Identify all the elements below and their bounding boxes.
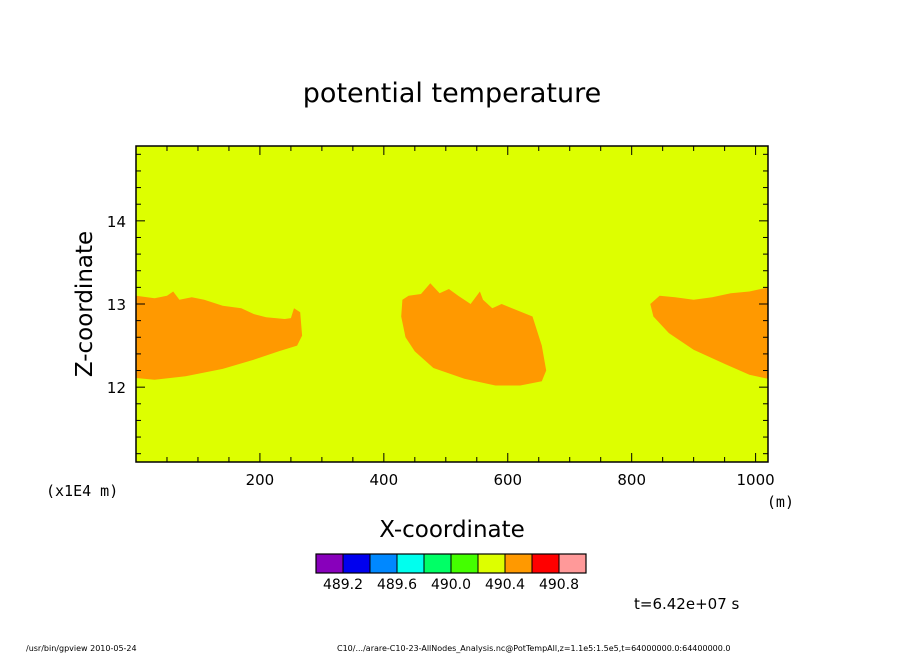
colorbar-label-490.0: 490.0 xyxy=(431,577,471,593)
x-tick-label-800: 800 xyxy=(617,471,646,489)
colorbar-label-490.4: 490.4 xyxy=(485,577,525,593)
colorbar-frame xyxy=(315,553,587,574)
colorbar-label-489.2: 489.2 xyxy=(323,577,363,593)
contour-region-1 xyxy=(136,291,303,380)
colorbar-swatch-7 xyxy=(477,553,506,574)
colorbar-swatch-9 xyxy=(531,553,560,574)
y-axis-unit: (x1E4 m) xyxy=(46,482,118,500)
x-axis-unit: (m) xyxy=(767,493,794,511)
x-tick-label-400: 400 xyxy=(370,471,399,489)
contour-region-3 xyxy=(650,287,768,379)
colorbar: 489.2 489.6 490.0 490.4 490.8 xyxy=(315,553,587,593)
x-axis-title: X-coordinate xyxy=(379,517,525,543)
colorbar-swatch-1 xyxy=(315,553,344,574)
colorbar-swatch-10 xyxy=(558,553,587,574)
colorbar-swatch-4 xyxy=(396,553,425,574)
x-tick-label-600: 600 xyxy=(493,471,522,489)
y-tick-label-12: 12 xyxy=(107,379,126,397)
y-axis: 12 13 14 xyxy=(107,153,768,455)
footer-file-info: C10/.../arare-C10-23-AllNodes_Analysis.n… xyxy=(337,644,730,653)
chart-title: potential temperature xyxy=(303,78,601,109)
time-annotation: t=6.42e+07 s xyxy=(634,595,740,613)
colorbar-label-489.6: 489.6 xyxy=(377,577,417,593)
footer-program-info: /usr/bin/gpview 2010-05-24 xyxy=(26,644,137,653)
x-tick-label-1000: 1000 xyxy=(737,471,775,489)
colorbar-swatch-2 xyxy=(342,553,371,574)
colorbar-swatch-6 xyxy=(450,553,479,574)
x-tick-label-200: 200 xyxy=(246,471,275,489)
y-tick-label-13: 13 xyxy=(107,296,126,314)
colorbar-swatch-8 xyxy=(504,553,533,574)
y-tick-label-14: 14 xyxy=(107,213,126,231)
contour-region-2 xyxy=(401,283,547,386)
colorbar-swatch-5 xyxy=(423,553,452,574)
plot-area: 200 400 600 800 1000 12 13 14 xyxy=(107,145,775,489)
y-axis-title: Z-coordinate xyxy=(72,231,98,377)
contour-regions xyxy=(136,283,768,386)
colorbar-swatch-3 xyxy=(369,553,398,574)
colorbar-label-490.8: 490.8 xyxy=(539,577,579,593)
x-axis: 200 400 600 800 1000 xyxy=(135,146,775,489)
